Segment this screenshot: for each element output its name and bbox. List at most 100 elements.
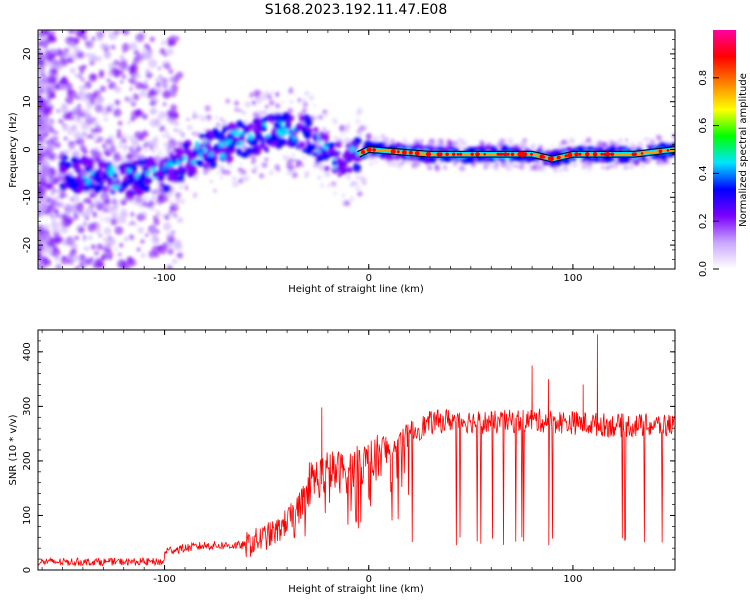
spectrogram-noise-blob [97,37,102,42]
spectrogram-core-blob [74,180,81,187]
spectrogram-noise-blob [119,80,124,84]
spectrogram-halo-blob [52,187,57,192]
spectrogram-halo-blob [38,207,44,213]
spectrogram-noise-blob [38,63,41,68]
spectrogram-halo-blob [426,141,430,145]
spectrogram-noise-blob [107,237,117,246]
spectrogram-halo-blob [206,108,210,113]
spectrogram-noise-blob [92,264,96,268]
spectrogram-noise-blob [128,258,137,267]
spectrogram-halo-blob [225,98,231,104]
spectrogram-highlight-blob [175,160,181,165]
ridge-peak [608,152,611,156]
spectrogram-halo-blob [214,115,219,120]
spectrogram-halo-blob [209,180,213,183]
spectrogram-noise-blob [157,244,164,251]
spectrogram-highlight-blob [194,141,200,147]
spectrogram-halo-blob [43,133,48,139]
spectrogram-halo-blob [293,158,297,162]
spectrogram-halo-blob [169,186,176,193]
spectrogram-noise-blob [168,69,174,74]
spectrogram-highlight-blob [212,145,219,151]
spectrogram-halo-blob [266,94,273,100]
spectrogram-halo-blob [251,168,257,174]
spectrogram-core-blob [439,147,444,152]
spectrogram-halo-blob [94,133,99,138]
spectrogram-noise-blob [98,234,103,238]
spectrogram-halo-blob [112,158,116,162]
spectrogram-highlight-blob [198,151,202,156]
spectrogram-halo-blob [136,147,141,152]
spectrogram-halo-blob [287,169,292,173]
spectrogram-halo-blob [360,177,368,184]
spectrogram-halo-blob [356,176,359,179]
spectrogram-halo-blob [243,119,248,124]
ridge-peak [549,157,553,161]
spectrogram-halo-blob [345,173,352,180]
spectrogram-core-blob [58,165,68,174]
spectrogram-highlight-blob [88,169,92,173]
spectrogram-highlight-blob [111,184,118,190]
spectrogram-noise-blob [126,154,130,158]
spectrogram-halo-blob [155,160,160,165]
snr-y-ticks: 0 100 200 300 400 [22,329,675,573]
spectrogram-halo-blob [142,143,148,149]
ridge-peak [564,154,568,158]
spectrogram-halo-blob [54,137,59,142]
spectrogram-halo-blob [192,114,197,119]
spectrogram-core-blob [76,185,84,193]
spectrogram-noise-blob [38,201,41,206]
spectrogram-halo-blob [459,144,464,149]
y-tick-label: 100 [22,506,33,525]
spectrogram-halo-blob [254,165,259,170]
spectrogram-halo-blob [341,125,345,129]
ridge-peak [530,152,533,156]
spectrogram-highlight-blob [97,169,101,173]
spectrogram-core-blob [81,155,90,164]
ridge-peak [600,152,604,156]
spectrogram-noise-blob [143,149,147,153]
spectrogram-halo-blob [53,195,60,202]
spectrogram-halo-blob [510,142,514,146]
spectrogram-halo-blob [43,174,46,177]
spectrogram-halo-blob [558,142,562,146]
spectrogram-halo-blob [487,163,491,167]
spectrogram-halo-blob [586,165,593,171]
spectrogram-halo-blob [536,159,541,164]
x-tick-label: 100 [563,574,582,585]
spectrogram-halo-blob [69,141,74,145]
spectrogram-noise-blob [41,110,48,117]
spectrogram-halo-blob [392,163,396,167]
spectrogram-noise-blob [66,57,73,64]
spectrogram-core-blob [88,183,95,190]
spectrogram-noise-blob [91,56,98,62]
colorbar-tick-label: 0.0 [698,261,709,277]
spectrogram-halo-blob [180,134,186,139]
spectrogram-halo-blob [412,161,416,164]
ridge-peak [578,152,582,156]
ridge-peak [459,152,463,156]
spectrogram-noise-blob [83,246,87,250]
spectrogram-noise-blob [110,103,115,108]
spectrogram-halo-blob [264,104,269,109]
spectrogram-core-blob [668,153,673,158]
spectrogram-noise-blob [118,261,122,265]
spectrogram-highlight-blob [231,139,238,145]
spectrogram-noise-blob [99,85,107,93]
spectrogram-halo-blob [122,199,127,205]
spectrogram-highlight-blob [250,135,254,139]
spectrogram-noise-blob [58,237,65,243]
spectrogram-noise-blob [162,90,171,99]
spectrogram-noise-blob [82,235,87,240]
spectrogram-halo-blob [605,165,610,170]
spectrogram-highlight-blob [292,127,296,131]
spectrogram-halo-blob [96,136,103,143]
spectrogram-core-blob [82,161,88,167]
spectrogram-noise-blob [133,56,140,63]
spectrogram-halo-blob [97,196,101,199]
spectrogram-halo-blob [58,155,62,159]
spectrogram-noise-blob [170,104,178,112]
spectrogram-noise-blob [161,78,169,86]
colorbar-tick-label: 0.4 [698,165,709,181]
spectrogram-halo-blob [49,203,55,209]
